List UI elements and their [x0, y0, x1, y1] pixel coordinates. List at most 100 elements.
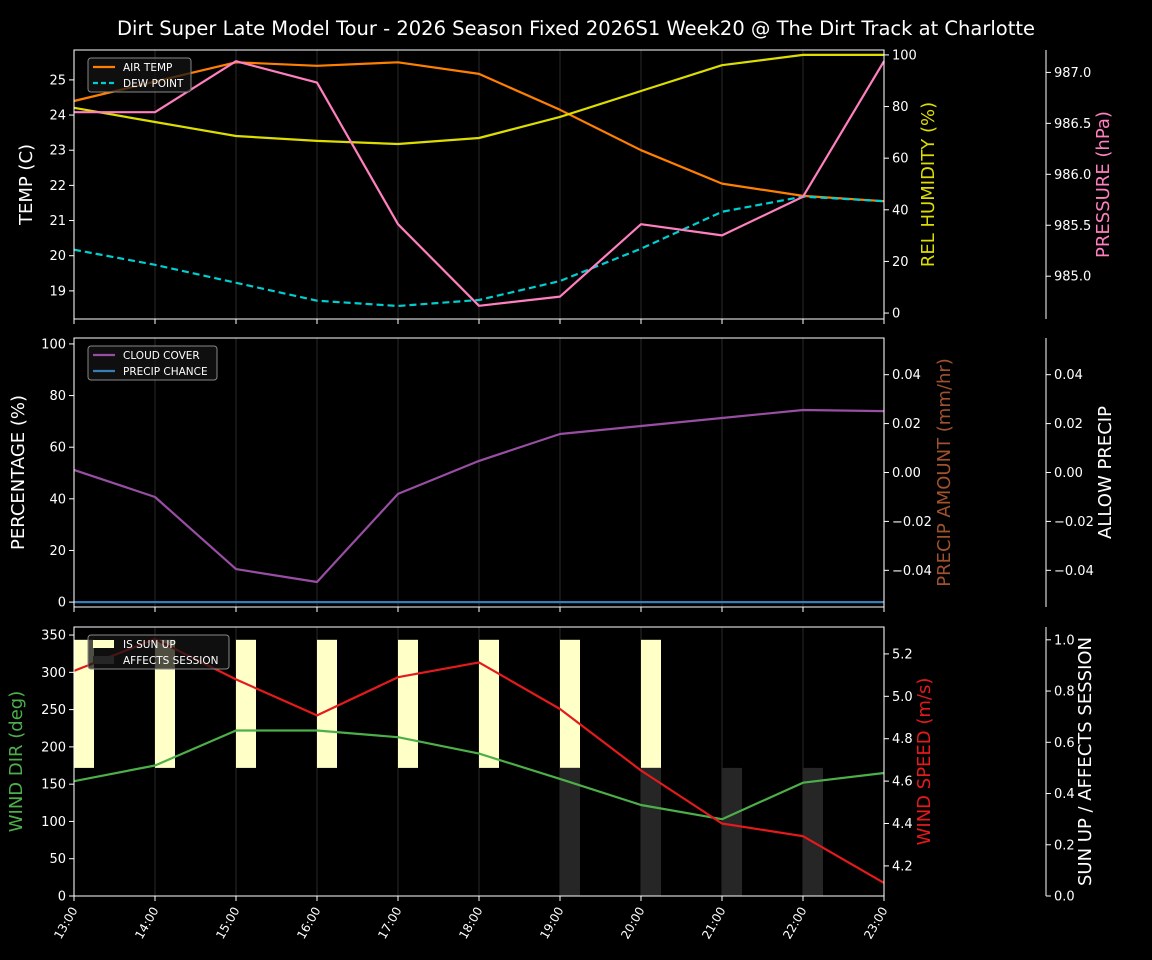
x-tick-label: 15:00 [213, 905, 242, 942]
y-tick-label: 986.0 [1054, 168, 1091, 183]
y-tick-label: 24 [49, 109, 66, 124]
axis-label-right1: PRECIP AMOUNT (mm/hr) [934, 358, 955, 587]
y-tick-label: 40 [892, 203, 909, 218]
y-tick-label: 21 [49, 214, 66, 229]
legend: CLOUD COVER PRECIP CHANCE [87, 345, 218, 381]
y-tick-label: 60 [49, 441, 66, 456]
legend-entry: AFFECTS SESSION [123, 655, 219, 667]
y-tick-label: 0.02 [892, 417, 921, 432]
bar-is-sun-up [317, 639, 337, 768]
bar-is-sun-up [398, 639, 418, 768]
x-tick-label: 23:00 [861, 905, 890, 942]
y-tick-label: 0.00 [892, 466, 921, 481]
legend-box [87, 345, 218, 381]
y-tick-label: 25 [49, 73, 66, 88]
y-tick-label: 150 [41, 778, 66, 793]
bar-is-sun-up [560, 639, 580, 768]
y-tick-label: 4.2 [892, 859, 913, 874]
y-tick-label: 5.2 [892, 647, 913, 662]
y-tick-label: 250 [41, 703, 66, 718]
y-tick-label: 0.0 [1054, 890, 1075, 905]
y-tick-label: 4.4 [892, 817, 913, 832]
legend-swatch [93, 656, 114, 664]
y-tick-label: 20 [49, 544, 66, 559]
chart-title: Dirt Super Late Model Tour - 2026 Season… [117, 17, 1035, 40]
y-tick-label: −0.04 [892, 564, 932, 579]
panel-3: 13:00 14:00 15:00 16:00 17:00 18:00 19:00 20:00… [6, 626, 1096, 942]
y-tick-label: 350 [41, 629, 66, 644]
y-tick-label: 100 [41, 337, 66, 352]
y-tick-label: 1.0 [1054, 633, 1075, 648]
y-tick-label: 22 [49, 179, 66, 194]
y-tick-label: 0.6 [1054, 736, 1075, 751]
panel-2: 0 20 40 60 80 100 −0.04 −0.02 0.00 0.02 0.04 −0.04 −… [8, 337, 1116, 612]
y-tick-label: 0 [58, 890, 66, 905]
y-tick-label: 60 [892, 152, 909, 167]
bar-affects-session [560, 767, 580, 896]
y-tick-label: 985.5 [1054, 219, 1091, 234]
y-tick-label: 19 [49, 284, 66, 299]
x-tick-label: 22:00 [780, 905, 809, 942]
y-tick-label: 100 [41, 815, 66, 830]
axis-label-right2: PRESSURE (hPa) [1093, 111, 1114, 258]
legend-entry: CLOUD COVER [123, 350, 200, 362]
y-tick-label: 80 [49, 389, 66, 404]
y-tick-label: −0.02 [1054, 515, 1094, 530]
legend-entry: DEW POINT [123, 78, 184, 90]
x-tick-label: 20:00 [618, 905, 647, 942]
legend: AIR TEMP DEW POINT [87, 57, 192, 93]
x-tick-label: 19:00 [537, 905, 566, 942]
y-tick-label: 985.0 [1054, 270, 1091, 285]
legend-swatch [93, 640, 114, 648]
y-tick-label: 5.0 [892, 690, 913, 705]
bar-is-sun-up [155, 639, 175, 768]
y-tick-label: 0.04 [892, 368, 921, 383]
y-tick-label: 4.8 [892, 732, 913, 747]
legend-entry: PRECIP CHANCE [123, 366, 208, 378]
y-tick-label: 80 [892, 100, 909, 115]
y-tick-label: 200 [41, 740, 66, 755]
y-tick-label: 20 [49, 249, 66, 264]
y-tick-label: 986.5 [1054, 117, 1091, 132]
y-tick-label: 300 [41, 666, 66, 681]
x-tick-label: 14:00 [132, 905, 161, 942]
axis-label-right1: WIND SPEED (m/s) [914, 678, 935, 846]
y-tick-label: −0.02 [892, 515, 932, 530]
legend-entry: AIR TEMP [123, 62, 172, 74]
y-tick-label: 40 [49, 492, 66, 507]
bar-is-sun-up [641, 639, 661, 768]
y-tick-label: 20 [892, 255, 909, 270]
y-tick-label: 987.0 [1054, 66, 1091, 81]
bar-is-sun-up [479, 639, 499, 768]
y-tick-label: 0 [58, 596, 66, 611]
x-tick-label: 16:00 [294, 905, 323, 942]
axis-label-left: TEMP (C) [16, 144, 37, 226]
legend-entry: IS SUN UP [123, 639, 176, 651]
y-tick-label: 0.00 [1054, 466, 1083, 481]
axis-label-right2: SUN UP / AFFECTS SESSION [1075, 637, 1096, 886]
x-tick-label: 17:00 [375, 905, 404, 942]
bar-affects-session [803, 767, 823, 896]
axis-label-left: PERCENTAGE (%) [8, 395, 29, 550]
y-tick-label: 23 [49, 144, 66, 159]
bar-is-sun-up [74, 639, 94, 768]
axis-label-right2: ALLOW PRECIP [1095, 406, 1116, 539]
legend: IS SUN UP AFFECTS SESSION [87, 634, 230, 670]
y-tick-label: 0.8 [1054, 685, 1075, 700]
x-tick-label: 18:00 [456, 905, 485, 942]
x-tick-label: 21:00 [699, 905, 728, 942]
y-tick-label: 0.4 [1054, 787, 1075, 802]
y-tick-label: −0.04 [1054, 564, 1094, 579]
legend-box [87, 634, 230, 670]
y-tick-label: 0.2 [1054, 838, 1075, 853]
axis-label-right1: REL HUMIDITY (%) [918, 102, 939, 267]
bar-affects-session [722, 767, 742, 896]
y-tick-label: 0.02 [1054, 417, 1083, 432]
y-tick-label: 0.04 [1054, 368, 1083, 383]
panel-1: 19 20 21 22 23 24 25 0 20 40 60 80 100 985.0 985.5 986.… [16, 48, 1114, 324]
bar-affects-session [641, 767, 661, 896]
x-tick-label: 13:00 [51, 905, 80, 942]
axis-label-left: WIND DIR (deg) [6, 691, 27, 833]
y-tick-label: 100 [892, 48, 917, 63]
